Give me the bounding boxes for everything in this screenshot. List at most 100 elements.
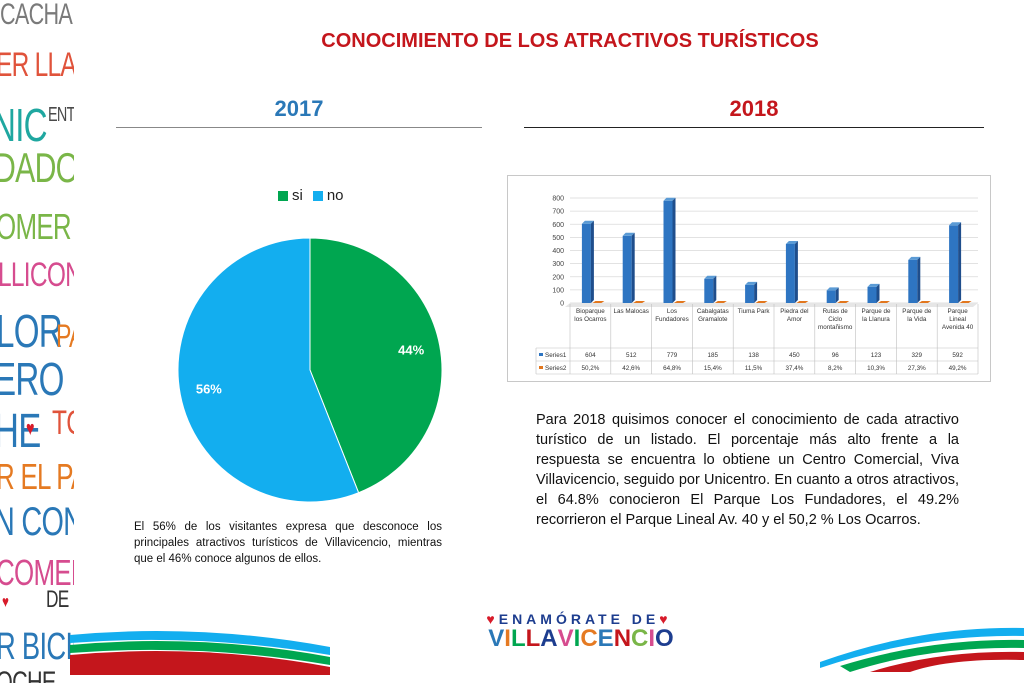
side-banner-lettering: CACHA ER LLAN NICENTOS DADORE OMER EL P LLICO… — [0, 0, 74, 683]
bar-series2 — [918, 301, 931, 303]
description-2017: El 56% de los visitantes expresa que des… — [134, 521, 442, 565]
side-banner-word: HE — [0, 405, 41, 458]
bar-series1 — [745, 284, 755, 303]
bar-series1-top — [704, 275, 717, 279]
table-cell-series1: 329 — [912, 352, 923, 359]
side-banner-word: N CON — [0, 500, 74, 544]
side-banner-word: TC — [52, 404, 74, 442]
bar-series1-top — [622, 232, 635, 236]
bar-series1-side — [590, 220, 594, 303]
table-cell-series2: 49,2% — [949, 365, 967, 372]
pie-chart: 44% 56% — [177, 237, 443, 503]
legend-label-no: no — [326, 187, 344, 204]
bar-series1-side — [794, 240, 798, 303]
bar-series1-side — [713, 275, 717, 303]
pie-data-label-si: 44% — [398, 343, 424, 358]
bar-series2 — [714, 301, 727, 303]
table-cell-series1: 96 — [832, 352, 840, 359]
table-cell-series1: 450 — [789, 352, 800, 359]
side-banner-word: COMER — [0, 552, 74, 593]
logo-letter: O — [655, 625, 674, 652]
category-label: Los Fundadores — [655, 308, 689, 323]
y-tick-label: 500 — [552, 235, 564, 242]
bar-series1 — [704, 278, 714, 303]
bar-series1 — [867, 286, 877, 303]
bar-series2 — [674, 301, 686, 303]
logo-letter: V — [557, 625, 574, 652]
y-tick-label: 300 — [552, 261, 564, 268]
logo-letter: I — [648, 625, 656, 652]
pie-slice-si — [309, 237, 443, 494]
pie-slice-no — [177, 237, 360, 503]
bar-series1 — [908, 259, 918, 303]
legend-label-si: si — [292, 187, 303, 204]
side-banner-word: R EL PARQ — [0, 456, 74, 497]
bar-series1-top — [785, 240, 798, 244]
table-cell-series2: 8,2% — [828, 365, 843, 372]
bar-series2 — [959, 301, 972, 303]
side-banner-word: ERO — [0, 353, 64, 405]
description-2018: Para 2018 quisimos conocer el conocimien… — [536, 412, 959, 528]
bar-series1-side — [835, 287, 839, 303]
year-heading-2018: 2018 — [729, 96, 779, 121]
category-label: Parque de la Llanura — [861, 308, 891, 323]
y-tick-label: 100 — [552, 287, 564, 294]
bar-series2 — [755, 301, 768, 303]
bar-series1 — [622, 235, 632, 303]
bar-series1 — [826, 290, 836, 303]
logo-letter: V — [488, 625, 505, 652]
table-cell-series1: 604 — [585, 352, 596, 359]
side-banner-word: LLICONT — [0, 256, 74, 294]
legend-item-no: no — [312, 187, 344, 204]
y-tick-label: 200 — [552, 274, 564, 281]
table-cell-series1: 185 — [708, 352, 719, 359]
legend-swatch-no — [312, 190, 323, 201]
bar-series1-side — [631, 232, 635, 303]
bar-series2 — [796, 301, 809, 303]
heart-icon: ♥ — [486, 611, 499, 627]
bar-series1 — [785, 243, 795, 303]
bar-series1-side — [672, 197, 676, 303]
side-banner-word: OMER EL P — [0, 206, 74, 247]
table-cell-series2: 64,8% — [663, 365, 681, 372]
bar-series2 — [837, 301, 850, 303]
bar-series1-top — [908, 256, 921, 260]
table-legend-key — [539, 353, 543, 356]
legend-item-si: si — [278, 187, 303, 204]
side-banner-word: CACHA — [0, 0, 73, 31]
side-banner-word: ER LLAN — [0, 46, 74, 84]
bar-series1-top — [949, 222, 962, 226]
y-tick-label: 800 — [552, 196, 564, 203]
heart-icon: ♥ — [26, 418, 35, 440]
pie-data-label-no: 56% — [196, 381, 222, 396]
y-tick-label: 0 — [560, 301, 564, 308]
logo-letter: A — [540, 625, 558, 652]
table-cell-series1: 512 — [626, 352, 637, 359]
category-label: Tiuma Park — [738, 308, 771, 315]
bar-series1 — [663, 200, 673, 303]
table-cell-series2: 27,3% — [908, 365, 926, 372]
wave-decoration-right — [820, 627, 1024, 672]
table-cell-series2: 15,4% — [704, 365, 722, 372]
side-banner-word: OCHE — [0, 666, 56, 683]
bar-series2 — [592, 301, 605, 303]
category-label: Parque de la Vida — [902, 308, 932, 323]
table-cell-series1: 123 — [871, 352, 882, 359]
category-label: Bioparque los Ocarros — [574, 308, 606, 323]
side-banner-word: NIC — [0, 99, 48, 151]
table-cell-series2: 37,4% — [785, 365, 803, 372]
year-heading-2017: 2017 — [274, 96, 324, 121]
bar-series1-side — [958, 222, 962, 303]
table-series-name: Series2 — [545, 365, 567, 372]
bar-series2 — [633, 301, 646, 303]
category-label: Rutas de Ciclo montañismo — [818, 308, 853, 331]
bar-series1-top — [581, 220, 594, 224]
bar-series2 — [878, 301, 890, 303]
table-cell-series2: 10,3% — [867, 365, 885, 372]
table-legend-key — [539, 366, 543, 369]
table-series-name: Series1 — [545, 352, 567, 359]
logo-tagline-text: ENAMÓRATE DE — [498, 611, 660, 627]
table-cell-series2: 42,6% — [622, 365, 640, 372]
category-label: Cabalgatas Gramalote — [697, 308, 729, 323]
wave-decoration-left — [70, 631, 330, 675]
